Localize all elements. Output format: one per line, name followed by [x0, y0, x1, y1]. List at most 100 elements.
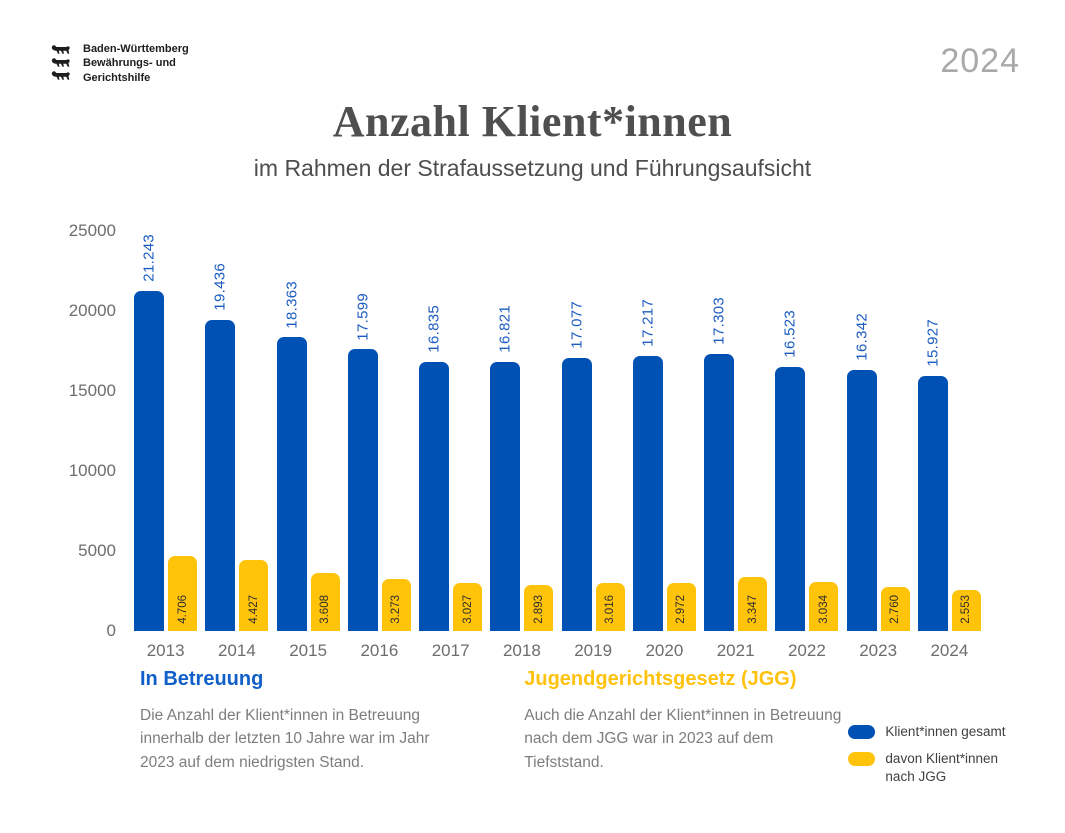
logo-line-3: Gerichtshilfe	[83, 71, 151, 84]
chart-legend: Klient*innen gesamt davon Klient*innen n…	[848, 668, 1020, 796]
bw-three-lions-icon	[48, 42, 74, 82]
bar-total-value-label: 15.927	[924, 319, 942, 368]
x-axis-year-label: 2024	[930, 641, 969, 660]
x-axis-year-label: 2015	[289, 641, 328, 660]
bar-total-value-label: 18.363	[283, 280, 301, 329]
y-tick-label: 0	[106, 621, 116, 640]
y-tick-label: 15000	[68, 381, 116, 400]
x-axis-year-label: 2021	[716, 641, 755, 660]
y-tick-label: 5000	[78, 541, 116, 560]
legend-item-jgg: davon Klient*innen nach JGG	[848, 750, 1020, 786]
bar-group-2021: 17.303 3.347 2021	[700, 231, 771, 660]
x-axis-year-label: 2018	[502, 641, 541, 660]
bar-jgg-value-label: 3.273	[390, 595, 403, 624]
bar-jgg-2014: 4.427	[239, 560, 269, 631]
bar-jgg-2013: 4.706	[168, 555, 198, 631]
bar-jgg-2024: 2.553	[951, 590, 981, 631]
bar-total-value-label: 16.835	[425, 304, 443, 353]
logo-line-2: Bewährungs- und	[83, 57, 176, 70]
year-badge: 2024	[940, 42, 1020, 80]
bar-jgg-value-label: 2.893	[532, 595, 545, 624]
section-body-in-betreuung: Die Anzahl der Klient*innen in Betreuung…	[140, 707, 430, 771]
section-in-betreuung: In Betreuung Die Anzahl der Klient*innen…	[140, 668, 449, 774]
bar-jgg-2015: 3.608	[310, 573, 340, 631]
bar-total-2013: 21.243	[134, 234, 165, 631]
bar-total-2021: 17.303	[704, 297, 735, 631]
logo-text: Baden-Württemberg Bewährungs- und Gerich…	[83, 42, 189, 85]
legend-swatch-blue	[848, 725, 876, 739]
legend-swatch-yellow	[848, 752, 876, 767]
bar-jgg-value-label: 4.427	[247, 595, 260, 624]
bar-total-2014: 19.436	[205, 263, 236, 631]
bar-jgg-value-label: 4.706	[176, 595, 189, 624]
bar-jgg-value-label: 3.027	[461, 595, 474, 624]
x-axis-year-label: 2022	[787, 641, 826, 660]
bar-total-2019: 17.077	[561, 301, 592, 631]
bar-total-2016: 17.599	[347, 293, 378, 631]
bar-jgg-value-label: 2.553	[960, 595, 973, 624]
legend-label-gesamt: Klient*innen gesamt	[885, 724, 1006, 739]
bar-group-2017: 16.835 3.027 2017	[415, 231, 486, 660]
section-body-jgg: Auch die Anzahl der Klient*innen in Betr…	[524, 707, 842, 771]
bar-group-2020: 17.217 2.972 2020	[629, 231, 700, 660]
bar-group-2014: 19.436 4.427 2014	[201, 231, 272, 660]
bar-total-value-label: 17.217	[639, 298, 657, 347]
y-tick-label: 10000	[68, 461, 116, 480]
logo-line-1: Baden-Württemberg	[83, 43, 189, 55]
x-axis-year-label: 2014	[217, 641, 256, 660]
bar-group-2024: 15.927 2.553 2024	[914, 231, 985, 660]
bar-jgg-2023: 2.760	[880, 586, 910, 631]
bar-total-2023: 16.342	[846, 313, 877, 631]
title-block: Anzahl Klient*innen im Rahmen der Strafa…	[0, 96, 1065, 182]
x-axis-year-label: 2017	[431, 641, 470, 660]
bar-group-2022: 16.523 3.034 2022	[771, 231, 842, 660]
bar-jgg-value-label: 3.608	[319, 595, 332, 624]
bar-jgg-value-label: 3.347	[746, 595, 759, 624]
logo: Baden-Württemberg Bewährungs- und Gerich…	[48, 42, 189, 85]
x-axis-year-label: 2019	[574, 641, 613, 660]
x-axis-year-label: 2013	[146, 641, 185, 660]
bar-jgg-value-label: 3.034	[817, 595, 830, 624]
section-jgg: Jugendgerichtsgesetz (JGG) Auch die Anza…	[524, 668, 848, 774]
page-title: Anzahl Klient*innen	[332, 97, 733, 146]
bar-group-2016: 17.599 3.273 2016	[344, 231, 415, 660]
bar-total-value-label: 17.077	[568, 301, 586, 349]
header: Baden-Württemberg Bewährungs- und Gerich…	[48, 42, 1020, 85]
bar-group-2018: 16.821 2.893 2018	[486, 231, 557, 660]
bar-jgg-2019: 3.016	[595, 582, 625, 631]
bar-jgg-2016: 3.273	[381, 578, 411, 631]
bar-total-2015: 18.363	[276, 281, 307, 631]
bar-total-value-label: 19.436	[211, 263, 229, 312]
bar-total-2022: 16.523	[775, 310, 806, 631]
bar-jgg-value-label: 2.972	[675, 595, 688, 624]
bar-total-2024: 15.927	[917, 319, 948, 631]
bottom-row: In Betreuung Die Anzahl der Klient*innen…	[140, 668, 1020, 796]
section-heading-in-betreuung: In Betreuung	[140, 668, 264, 690]
bar-total-value-label: 16.523	[781, 309, 799, 358]
y-axis: 0 5000 10000 15000 20000 25000	[58, 222, 116, 639]
bar-total-value-label: 16.821	[496, 305, 514, 353]
section-heading-jgg: Jugendgerichtsgesetz (JGG)	[524, 668, 797, 690]
y-tick-label: 25000	[68, 221, 116, 240]
legend-label-jgg: davon Klient*innen nach JGG	[885, 751, 999, 785]
bar-total-2017: 16.835	[419, 305, 450, 631]
x-axis-year-label: 2020	[645, 641, 684, 660]
bar-jgg-value-label: 3.016	[604, 595, 617, 624]
bar-total-value-label: 17.599	[354, 292, 372, 341]
plot-area: 21.243 4.706 2013 19.436 4.427 2014 18.363 3.60…	[130, 231, 985, 660]
bar-jgg-2020: 2.972	[666, 583, 696, 631]
bar-total-2018: 16.821	[490, 305, 521, 631]
x-axis-year-label: 2016	[360, 641, 399, 660]
x-axis-year-label: 2023	[859, 641, 898, 660]
bar-total-value-label: 21.243	[140, 234, 158, 283]
bar-chart: 0 5000 10000 15000 20000 25000 21.243 4.706 201…	[58, 222, 1008, 660]
bar-total-2020: 17.217	[632, 299, 663, 631]
bar-jgg-value-label: 2.760	[889, 595, 902, 624]
bar-jgg-2021: 3.347	[738, 577, 768, 631]
bar-group-2015: 18.363 3.608 2015	[273, 231, 344, 660]
page-subtitle: im Rahmen der Strafaussetzung und Führun…	[253, 155, 812, 181]
bar-group-2023: 16.342 2.760 2023	[843, 231, 914, 660]
legend-item-gesamt: Klient*innen gesamt	[848, 723, 1020, 741]
bar-group-2019: 17.077 3.016 2019	[558, 231, 629, 660]
bar-total-value-label: 17.303	[710, 297, 728, 346]
